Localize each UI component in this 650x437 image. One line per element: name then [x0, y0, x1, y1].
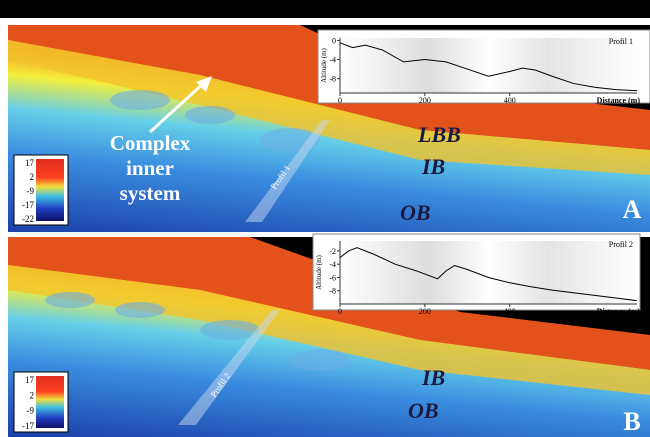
page: {"panels":[ {"letter":"A","labels":["LBB…: [0, 0, 650, 437]
zone-label: IB: [421, 154, 445, 179]
zone-label: OB: [400, 200, 431, 225]
y-tick-label: -2: [329, 247, 336, 256]
y-tick-label: -6: [329, 273, 336, 282]
y-axis-label: Altitude (m): [315, 254, 323, 289]
annotation: Complex: [110, 131, 191, 155]
x-axis-label: Distance (m): [597, 96, 641, 105]
annotation: inner: [126, 156, 174, 180]
y-tick-label: -4: [329, 260, 336, 269]
legend-tick: -22: [22, 214, 34, 224]
top-bar: [0, 0, 650, 18]
zone-label: OB: [408, 398, 439, 423]
legend-colorbar: [36, 376, 64, 428]
y-tick-label: -4: [329, 56, 336, 65]
legend-tick: -17: [22, 421, 34, 431]
legend-tick: 17: [25, 375, 35, 385]
zone-label: IB: [421, 365, 445, 390]
panel-letter: A: [623, 195, 642, 224]
y-axis-label: Altitude (m): [320, 47, 328, 82]
legend-tick: 2: [30, 390, 35, 400]
y-tick-label: -8: [329, 75, 336, 84]
inset-plot: [340, 241, 637, 304]
x-tick-label: 400: [504, 96, 516, 105]
legend-tick: -17: [22, 200, 34, 210]
legend-tick: -9: [27, 186, 35, 196]
x-tick-label: 0: [338, 96, 342, 105]
panel-letter: B: [623, 407, 640, 436]
y-tick-label: 0: [332, 36, 336, 45]
legend-tick: -9: [27, 406, 35, 416]
x-tick-label: 400: [504, 307, 516, 316]
legend-tick: 17: [25, 158, 35, 168]
figure: A LBB IB OB Complexinnersystem Profil 1 17 2 -9 -…: [0, 0, 650, 437]
legend-tick: 2: [30, 172, 35, 182]
annotation: system: [120, 181, 181, 205]
inset-plot: [340, 38, 637, 93]
zone-label: LBB: [417, 122, 461, 147]
x-tick-label: 0: [338, 307, 342, 316]
inset-title: Profil 1: [609, 37, 633, 46]
x-tick-label: 200: [419, 307, 431, 316]
x-tick-label: 200: [419, 96, 431, 105]
x-axis-label: Distance (m): [597, 307, 641, 316]
inset-title: Profil 2: [609, 240, 633, 249]
legend-colorbar: [36, 159, 64, 221]
y-tick-label: -8: [329, 287, 336, 296]
